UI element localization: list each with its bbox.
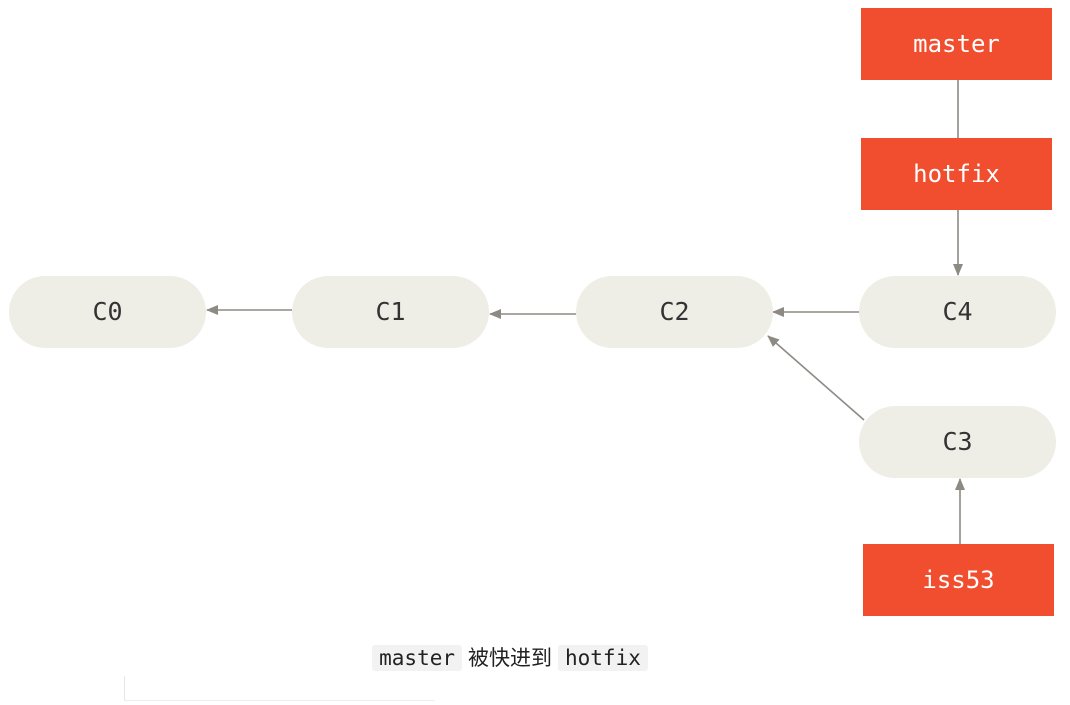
caption-code-hotfix: hotfix <box>558 645 648 671</box>
commit-label-c2: C2 <box>659 297 689 326</box>
edge-c3-to-c2 <box>767 335 865 421</box>
caption-code-master: master <box>372 645 462 671</box>
footer-divider <box>124 676 435 701</box>
commit-node-c0: C0 <box>9 276 206 348</box>
commit-node-c4: C4 <box>859 276 1056 348</box>
branch-ref-iss53: iss53 <box>863 544 1054 616</box>
commit-label-c4: C4 <box>942 297 972 326</box>
git-branch-diagram: C0 C1 C2 C4 C3 master hotfix iss53 <box>9 8 1056 616</box>
commit-label-c0: C0 <box>92 297 122 326</box>
commit-node-c1: C1 <box>292 276 489 348</box>
branch-ref-master: master <box>861 8 1052 80</box>
branch-ref-hotfix: hotfix <box>861 138 1052 210</box>
commit-label-c1: C1 <box>375 297 405 326</box>
branch-label-iss53: iss53 <box>922 566 994 594</box>
branch-label-master: master <box>913 30 1000 58</box>
commit-node-c3: C3 <box>859 406 1056 478</box>
commit-node-c2: C2 <box>576 276 773 348</box>
commit-label-c3: C3 <box>942 427 972 456</box>
branch-label-hotfix: hotfix <box>913 160 1000 188</box>
figure-caption: master 被快进到 hotfix <box>0 642 1020 672</box>
caption-text: 被快进到 <box>468 646 552 670</box>
